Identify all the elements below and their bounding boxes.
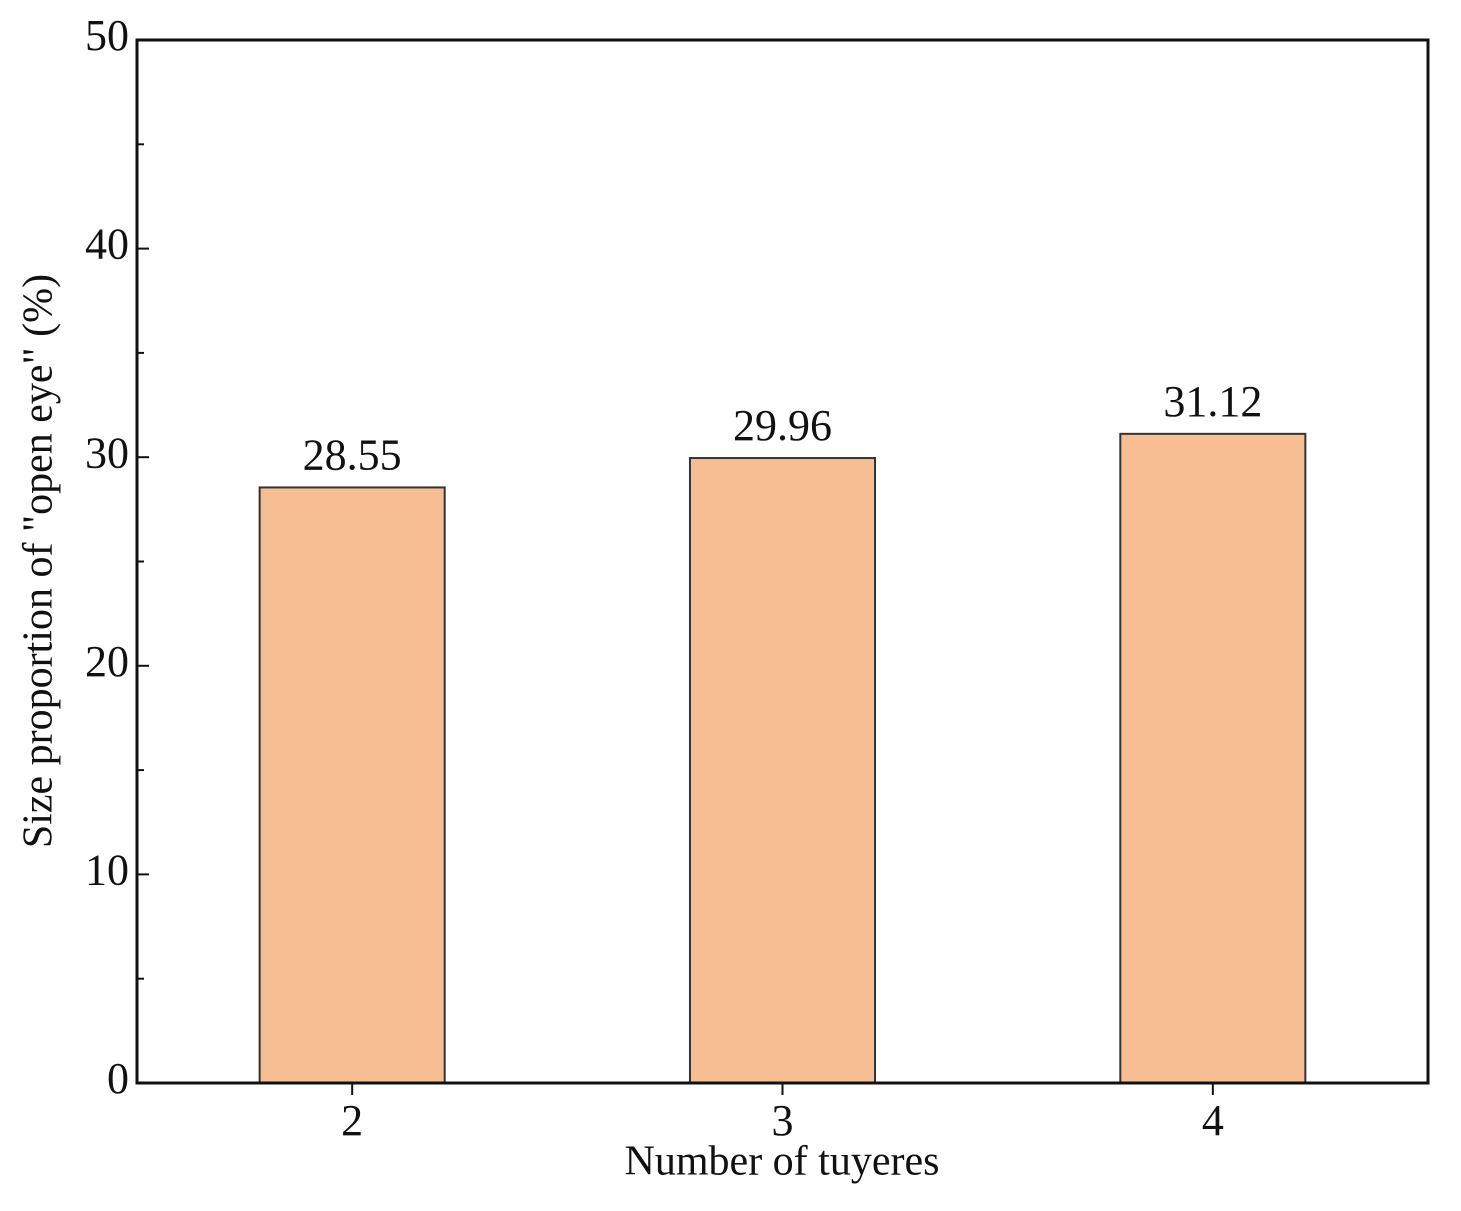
y-axis-title: Size proportion of "open eye" (%)	[16, 274, 62, 848]
value-label: 31.12	[1163, 377, 1262, 426]
x-tick-label: 3	[772, 1096, 794, 1145]
y-tick-label: 10	[85, 845, 129, 894]
plot-frame	[135, 38, 1430, 1085]
y-tick-label: 30	[85, 428, 129, 477]
x-tick-label: 4	[1202, 1096, 1224, 1145]
value-label: 29.96	[733, 401, 832, 450]
value-label: 28.55	[303, 431, 402, 480]
bar	[688, 457, 877, 1084]
bar	[1119, 432, 1307, 1084]
y-tick-label: 40	[85, 220, 129, 269]
y-tick-label: 20	[85, 637, 129, 686]
bar	[258, 486, 446, 1084]
y-tick-label: 50	[85, 11, 129, 60]
y-tick-label: 0	[107, 1054, 129, 1103]
x-axis-title: Number of tuyeres	[625, 1139, 940, 1185]
x-tick-label: 2	[341, 1096, 363, 1145]
